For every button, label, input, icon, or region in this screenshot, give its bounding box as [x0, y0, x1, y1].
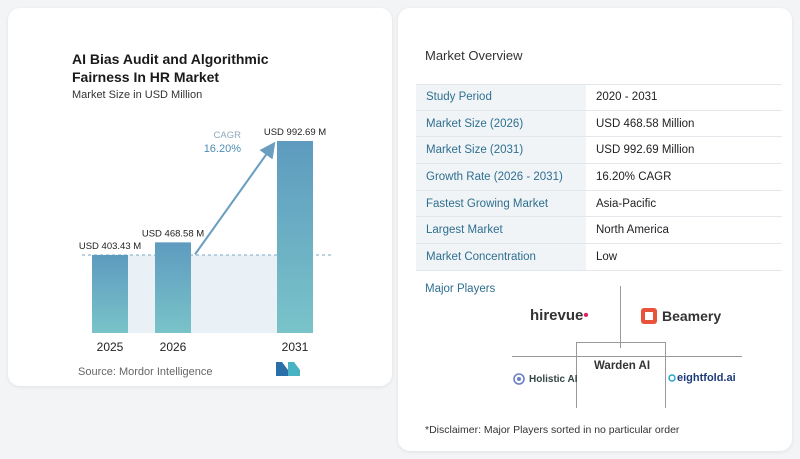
market-overview-table: Study Period 2020 - 2031 Market Size (2026… [416, 84, 782, 271]
overview-row: Study Period 2020 - 2031 [416, 84, 782, 111]
value-label-2031: USD 992.69 M [264, 127, 326, 138]
overview-row: Largest Market North America [416, 217, 782, 245]
major-players-title: Major Players [425, 283, 496, 295]
tick-label-2031: 2031 [282, 340, 309, 354]
value-label-2026: USD 468.58 M [142, 228, 204, 239]
bar-2031 [277, 141, 313, 333]
tick-label-2026: 2026 [160, 340, 187, 354]
divider [665, 342, 666, 408]
overview-row: Fastest Growing Market Asia-Pacific [416, 190, 782, 218]
overview-value: USD 992.69 Million [596, 144, 695, 157]
holistic-ai-icon [513, 373, 525, 385]
overview-row: Market Size (2031) USD 992.69 Million [416, 137, 782, 165]
mordor-logo-icon [276, 362, 300, 376]
beamery-icon [641, 308, 657, 324]
tick-label-2025: 2025 [97, 340, 124, 354]
player-holistic-ai-logo: Holistic AI [512, 372, 578, 386]
overview-value: Asia-Pacific [596, 197, 657, 210]
overview-value: Low [596, 250, 618, 263]
overview-value: USD 468.58 Million [596, 117, 695, 130]
overview-row: Market Concentration Low [416, 244, 782, 271]
divider [576, 342, 577, 408]
player-eightfold-logo: eightfold.ai [668, 372, 736, 384]
overview-value: North America [596, 224, 669, 237]
chart-subtitle: Market Size in USD Million [72, 89, 203, 101]
bar-2026 [155, 242, 191, 333]
overview-row: Market Size (2026) USD 468.58 Million [416, 110, 782, 138]
overview-key: Largest Market [416, 217, 586, 244]
cagr-label: CAGR [214, 130, 242, 141]
overview-key: Growth Rate (2026 - 2031) [416, 164, 586, 190]
divider [620, 286, 621, 348]
player-hirevue-logo: hirevue• [530, 307, 589, 324]
overview-key: Market Size (2026) [416, 110, 586, 137]
divider [512, 356, 742, 357]
value-label-2025: USD 403.43 M [79, 241, 141, 252]
cagr-arrow [194, 141, 276, 255]
reference-band [92, 254, 313, 333]
overview-key: Study Period [416, 85, 586, 110]
divider [576, 342, 666, 343]
source-text: Source: Mordor Intelligence [78, 366, 213, 378]
player-warden-ai-logo: Warden AI [594, 360, 651, 372]
chart-title: AI Bias Audit and Algorithmic Fairness I… [72, 51, 269, 85]
overview-row: Growth Rate (2026 - 2031) 16.20% CAGR [416, 164, 782, 191]
overview-value: 2020 - 2031 [596, 91, 658, 104]
bar-chart: USD 403.43 M 2025 USD 468.58 M 2026 USD 992.… [79, 127, 333, 354]
market-overview-title: Market Overview [425, 48, 523, 63]
overview-key: Market Concentration [416, 244, 586, 270]
bar-2025 [92, 254, 128, 333]
player-beamery-logo: Beamery [640, 307, 721, 325]
major-players-grid: hirevue• Beamery Warden AI Holistic AI e… [500, 280, 742, 420]
cagr-value: 16.20% [204, 143, 242, 155]
overview-value: 16.20% CAGR [596, 170, 672, 183]
overview-key: Market Size (2031) [416, 137, 586, 164]
overview-key: Fastest Growing Market [416, 190, 586, 217]
disclaimer-text: *Disclaimer: Major Players sorted in no … [425, 424, 680, 436]
eightfold-icon [668, 374, 676, 382]
